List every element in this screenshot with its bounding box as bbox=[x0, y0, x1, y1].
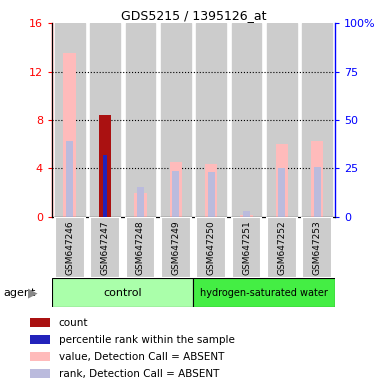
Bar bbox=[30, 352, 50, 361]
Bar bbox=[232, 23, 261, 217]
Bar bbox=[208, 172, 215, 217]
Bar bbox=[276, 144, 288, 217]
Bar bbox=[30, 318, 50, 327]
Text: GSM647246: GSM647246 bbox=[65, 220, 74, 275]
Bar bbox=[66, 141, 73, 217]
Text: GSM647253: GSM647253 bbox=[313, 220, 322, 275]
FancyBboxPatch shape bbox=[302, 217, 332, 278]
FancyBboxPatch shape bbox=[55, 217, 85, 278]
FancyBboxPatch shape bbox=[161, 217, 191, 278]
Text: GSM647251: GSM647251 bbox=[242, 220, 251, 275]
Bar bbox=[30, 335, 50, 344]
FancyBboxPatch shape bbox=[126, 217, 155, 278]
Text: hydrogen-saturated water: hydrogen-saturated water bbox=[200, 288, 328, 298]
Text: GSM647248: GSM647248 bbox=[136, 220, 145, 275]
Text: ▶: ▶ bbox=[28, 286, 38, 300]
Bar bbox=[278, 169, 285, 217]
FancyBboxPatch shape bbox=[90, 217, 120, 278]
FancyBboxPatch shape bbox=[52, 278, 193, 307]
Bar bbox=[161, 23, 191, 217]
Title: GDS5215 / 1395126_at: GDS5215 / 1395126_at bbox=[121, 9, 266, 22]
Bar bbox=[55, 23, 85, 217]
Bar bbox=[243, 211, 250, 217]
Bar bbox=[311, 141, 323, 217]
Bar bbox=[103, 155, 107, 217]
Bar bbox=[240, 215, 253, 217]
Bar bbox=[137, 187, 144, 217]
Text: count: count bbox=[59, 318, 88, 328]
Bar bbox=[64, 53, 76, 217]
Bar bbox=[267, 23, 297, 217]
Bar bbox=[134, 193, 147, 217]
Bar bbox=[30, 369, 50, 378]
Text: GSM647252: GSM647252 bbox=[277, 220, 286, 275]
Bar bbox=[205, 164, 218, 217]
Bar bbox=[99, 115, 111, 217]
Text: agent: agent bbox=[4, 288, 36, 298]
Bar bbox=[314, 167, 321, 217]
FancyBboxPatch shape bbox=[193, 278, 335, 307]
Bar bbox=[90, 23, 120, 217]
Text: rank, Detection Call = ABSENT: rank, Detection Call = ABSENT bbox=[59, 369, 219, 379]
Text: GSM647249: GSM647249 bbox=[171, 220, 180, 275]
Bar bbox=[126, 23, 155, 217]
Text: percentile rank within the sample: percentile rank within the sample bbox=[59, 334, 234, 344]
Text: value, Detection Call = ABSENT: value, Detection Call = ABSENT bbox=[59, 352, 224, 362]
Bar bbox=[172, 171, 179, 217]
Bar bbox=[169, 162, 182, 217]
Text: GSM647247: GSM647247 bbox=[100, 220, 110, 275]
Text: control: control bbox=[104, 288, 142, 298]
Bar bbox=[196, 23, 226, 217]
FancyBboxPatch shape bbox=[196, 217, 226, 278]
Text: GSM647250: GSM647250 bbox=[207, 220, 216, 275]
Bar bbox=[302, 23, 332, 217]
FancyBboxPatch shape bbox=[232, 217, 261, 278]
FancyBboxPatch shape bbox=[267, 217, 297, 278]
